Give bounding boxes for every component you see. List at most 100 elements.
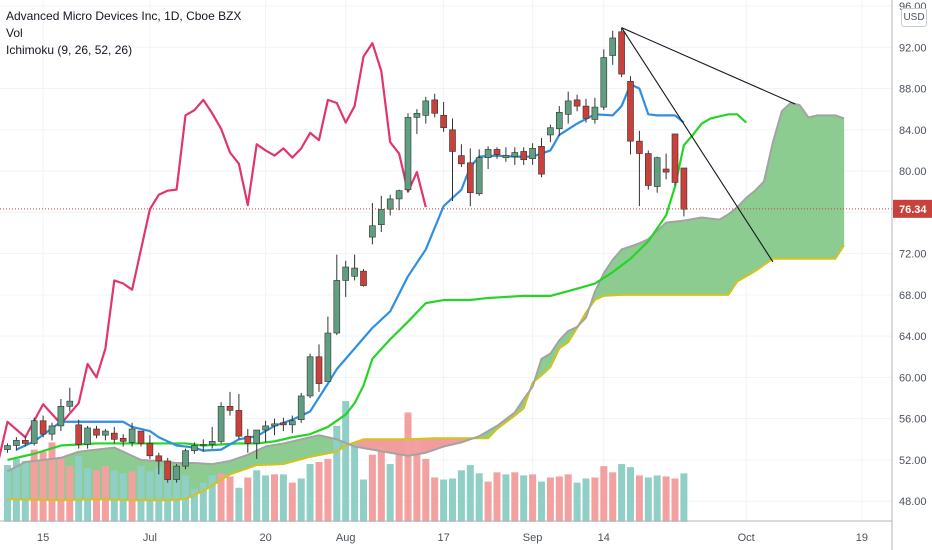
volume-bar [627,467,634,522]
time-tick-label: Jul [143,532,157,544]
candle-body [484,149,492,158]
volume-bar [21,460,29,522]
candle-body [119,437,127,442]
volume-bar [66,466,74,522]
time-tick-label: Sep [523,532,543,544]
legend-volume[interactable]: Vol [6,26,23,40]
candle-body [582,105,590,119]
candle-body [458,155,465,165]
candle-body [297,395,305,421]
volume-bar [12,458,20,522]
candle-body [342,266,350,281]
volume-bar [262,475,270,522]
trend-line [621,27,774,263]
candle-body [13,440,20,446]
candle-body [262,425,269,431]
volume-bar [431,477,439,522]
candle-body [217,405,225,442]
candle-body [609,37,617,56]
volume-bar [297,478,305,522]
price-tick-label: 64.00 [899,331,927,343]
candle-body [600,57,608,108]
time-tick-label: 19 [856,532,868,544]
last-price-label: 76.34 [899,204,927,216]
volume-bars [4,401,688,522]
candle-body [449,129,456,152]
time-tick-label: 14 [598,532,610,544]
candle-body [555,111,563,130]
volume-bar [538,481,545,522]
volume-bar [128,471,136,522]
price-tick-label: 60.00 [899,372,927,384]
candle-body [253,429,260,444]
legend-ichimoku[interactable]: Ichimoku (9, 26, 52, 26) [6,43,133,57]
candle-body [564,100,572,115]
candle-body [226,405,234,411]
volume-bar [591,477,599,522]
volume-bar [440,479,448,522]
volume-bar [137,466,145,522]
volume-bar [609,472,617,522]
volume-bar [600,466,608,522]
volume-bar [644,477,652,522]
candle-body [636,140,643,154]
trendline-drawings [0,27,892,263]
price-tick-label: 72.00 [899,249,927,261]
volume-bar [484,481,492,522]
candle-body [324,332,332,382]
volume-bar [520,475,528,522]
volume-bar [288,482,296,522]
candle-body [529,148,536,159]
volume-bar [546,477,554,522]
candle-body [208,441,216,445]
legend-title[interactable]: Advanced Micro Devices Inc, 1D, Cboe BZX [6,9,242,23]
volume-bar [39,451,47,522]
currency-button[interactable]: USD [901,8,927,27]
candle-body [422,100,430,116]
candlesticks [4,27,688,483]
volume-bar [253,470,261,522]
candle-body [466,162,474,194]
price-tick-label: 52.00 [899,455,927,467]
candle-body [84,427,91,445]
volume-bar [306,464,314,522]
volume-bar [217,473,225,522]
candle-body [4,445,11,450]
candle-body [57,405,65,427]
candle-body [502,155,510,158]
volume-bar [93,470,100,522]
volume-bar [208,475,216,522]
candle-body [591,106,599,120]
volume-bar [635,475,643,522]
last-price-tag [893,199,932,218]
candle-body [440,115,447,129]
candle-body [128,428,136,443]
volume-bar [342,401,350,522]
volume-bar [413,438,421,522]
candle-body [653,157,661,187]
volume-bar [475,473,483,522]
candle-body [66,400,74,407]
volume-bar [493,472,501,522]
candle-body [618,31,625,75]
volume-bar [119,473,127,522]
volume-bar [164,462,172,522]
volume-bar [377,446,385,522]
time-tick-label: 20 [259,532,271,544]
senkou-span-b-line [7,244,845,502]
candle-body [377,208,385,226]
candle-body [288,420,296,426]
candle-body [351,267,358,277]
time-tick-label: Aug [336,532,356,544]
volume-bar [279,474,287,522]
time-tick-label: Oct [738,532,755,544]
candle-body [404,117,412,190]
candle-body [413,112,421,118]
tenkan-sen-line [15,83,685,452]
candle-body [573,99,581,107]
cloud-bullish [590,102,845,307]
candle-body [395,190,403,200]
candle-body [155,455,163,462]
